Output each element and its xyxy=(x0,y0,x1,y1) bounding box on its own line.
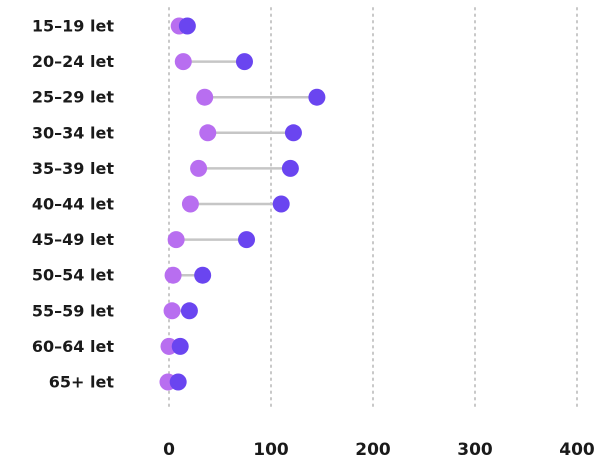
start-point xyxy=(190,159,208,177)
category-label: 60–64 let xyxy=(32,337,114,356)
start-point xyxy=(199,124,217,142)
category-label: 20–24 let xyxy=(32,52,114,71)
end-point xyxy=(235,53,253,71)
category-label: 40–44 let xyxy=(32,195,114,214)
category-label: 50–54 let xyxy=(32,266,114,285)
start-point xyxy=(174,53,192,71)
end-point xyxy=(272,195,290,213)
start-point xyxy=(163,302,181,320)
category-label: 55–59 let xyxy=(32,301,114,320)
x-axis-tick-labels: 0 100 200 300 400 xyxy=(163,440,595,460)
category-label: 45–49 let xyxy=(32,230,114,249)
x-tick-label: 400 xyxy=(559,440,595,456)
start-point xyxy=(181,195,199,213)
x-tick-label: 0 xyxy=(163,440,175,456)
category-label: 25–29 let xyxy=(32,88,114,107)
end-point xyxy=(281,159,299,177)
x-tick-label: 300 xyxy=(457,440,493,456)
grid-layer xyxy=(168,7,578,411)
end-point xyxy=(238,231,256,249)
start-point xyxy=(167,231,185,249)
start-point xyxy=(164,266,182,284)
end-point xyxy=(308,88,326,106)
end-point xyxy=(169,373,187,391)
category-label: 15–19 let xyxy=(32,17,114,36)
end-point xyxy=(180,302,198,320)
x-tick-label: 200 xyxy=(355,440,391,456)
end-point xyxy=(194,266,212,284)
point-layer xyxy=(159,17,326,391)
y-axis-category-labels: 15–19 let 20–24 let 25–29 let 30–34 let 35–3… xyxy=(32,17,114,392)
end-point xyxy=(178,17,196,35)
category-label: 30–34 let xyxy=(32,123,114,142)
category-label: 65+ let xyxy=(49,373,115,392)
end-point xyxy=(171,337,189,355)
start-point xyxy=(196,88,214,106)
x-tick-label: 100 xyxy=(253,440,289,456)
category-label: 35–39 let xyxy=(32,159,114,178)
end-point xyxy=(284,124,302,142)
